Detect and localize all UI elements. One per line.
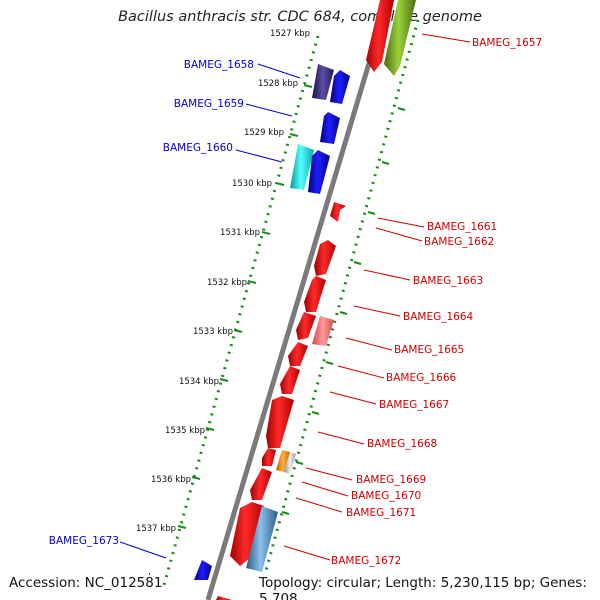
gene-bameg-1664-arrow[interactable] — [296, 312, 316, 340]
gene-label-bameg-1669[interactable]: BAMEG_1669 — [356, 474, 426, 486]
gene-label-bameg-1662[interactable]: BAMEG_1662 — [424, 236, 494, 248]
gene-label-bameg-1658[interactable]: BAMEG_1658 — [184, 59, 254, 71]
forward-strand-genes — [194, 64, 350, 580]
gene-orange-arrow[interactable] — [276, 450, 290, 472]
gene-bameg-1671-arrow[interactable] — [230, 502, 264, 566]
gene-bameg-1673-arrow[interactable] — [194, 560, 212, 580]
gene-label-bameg-1667[interactable]: BAMEG_1667 — [379, 399, 449, 411]
gene-bameg-1661-arrow[interactable] — [330, 202, 346, 222]
inner-scale-ticks — [177, 84, 313, 529]
gene-bameg-1662-arrow[interactable] — [314, 240, 336, 276]
gene-label-bameg-1665[interactable]: BAMEG_1665 — [394, 344, 464, 356]
gene-bameg-1666-arrow[interactable] — [288, 342, 308, 366]
tick-label: 1534 kbp — [179, 377, 219, 387]
gene-bameg-1672-arrow[interactable] — [246, 506, 278, 572]
outer-scale-line — [260, 19, 420, 586]
tick-label: 1528 kbp — [258, 79, 298, 89]
tick-label: 1529 kbp — [244, 128, 284, 138]
gene-bameg-1657-arrow[interactable] — [366, 0, 394, 72]
gene-label-bameg-1661[interactable]: BAMEG_1661 — [427, 221, 497, 233]
gene-bottom-red-arrow[interactable] — [216, 596, 232, 600]
gene-bameg-1658-arrow[interactable] — [312, 64, 334, 100]
gene-label-bameg-1659[interactable]: BAMEG_1659 — [174, 98, 244, 110]
gene-bameg-1669-arrow[interactable] — [262, 448, 276, 466]
gene-bameg-1663-arrow[interactable] — [304, 276, 326, 312]
accession-text: Accession: NC_012581 — [9, 575, 163, 591]
gene-bameg-1665-arrow[interactable] — [312, 316, 334, 346]
label-connectors — [119, 33, 471, 561]
tick-label: 1533 kbp — [193, 327, 233, 337]
gene-label-bameg-1660[interactable]: BAMEG_1660 — [163, 142, 233, 154]
gene-label-bameg-1673[interactable]: BAMEG_1673 — [49, 535, 119, 547]
gene-label-bameg-1668[interactable]: BAMEG_1668 — [367, 438, 437, 450]
topology-text: Topology: circular; Length: 5,230,115 bp… — [259, 575, 600, 600]
gene-bameg-1667-arrow[interactable] — [280, 366, 300, 394]
reverse-strand-genes — [216, 0, 416, 600]
gene-bameg-1658b-arrow[interactable] — [330, 70, 350, 104]
gene-bameg-1660b-arrow[interactable] — [308, 150, 330, 194]
tick-label: 1532 kbp — [207, 278, 247, 288]
gene-label-bameg-1666[interactable]: BAMEG_1666 — [386, 372, 457, 384]
gene-label-bameg-1670[interactable]: BAMEG_1670 — [351, 490, 421, 502]
tick-label: 1531 kbp — [220, 228, 260, 238]
tick-label: 1537 kbp — [136, 524, 176, 534]
scale-tick-labels: 1527 kbp 1528 kbp 1529 kbp 1530 kbp 1531… — [136, 29, 310, 583]
tick-label: 1530 kbp — [232, 179, 272, 189]
gene-label-bameg-1671[interactable]: BAMEG_1671 — [346, 507, 416, 519]
gene-label-bameg-1664[interactable]: BAMEG_1664 — [403, 311, 474, 323]
gene-grey-arrow[interactable] — [284, 452, 296, 474]
gene-label-bameg-1657[interactable]: BAMEG_1657 — [472, 37, 542, 49]
tick-label: 1536 kbp — [151, 475, 191, 485]
gene-bameg-1668-arrow[interactable] — [266, 396, 294, 448]
tick-label: 1527 kbp — [270, 29, 310, 39]
outer-scale-ticks — [281, 107, 406, 515]
gene-bameg-1659-arrow[interactable] — [320, 112, 340, 144]
tick-label: 1535 kbp — [165, 426, 205, 436]
gene-bameg-1670-arrow[interactable] — [250, 468, 272, 500]
forward-gene-labels: BAMEG_1658 BAMEG_1659 BAMEG_1660 BAMEG_1… — [49, 59, 254, 547]
gene-bameg-1660-arrow[interactable] — [290, 144, 314, 190]
genome-backbone — [205, 0, 391, 600]
gene-label-bameg-1672[interactable]: BAMEG_1672 — [331, 555, 401, 567]
gene-label-bameg-1663[interactable]: BAMEG_1663 — [413, 275, 483, 287]
reverse-gene-labels: BAMEG_1657 BAMEG_1661 BAMEG_1662 BAMEG_1… — [331, 37, 542, 567]
gene-olive-arrow[interactable] — [384, 0, 416, 76]
